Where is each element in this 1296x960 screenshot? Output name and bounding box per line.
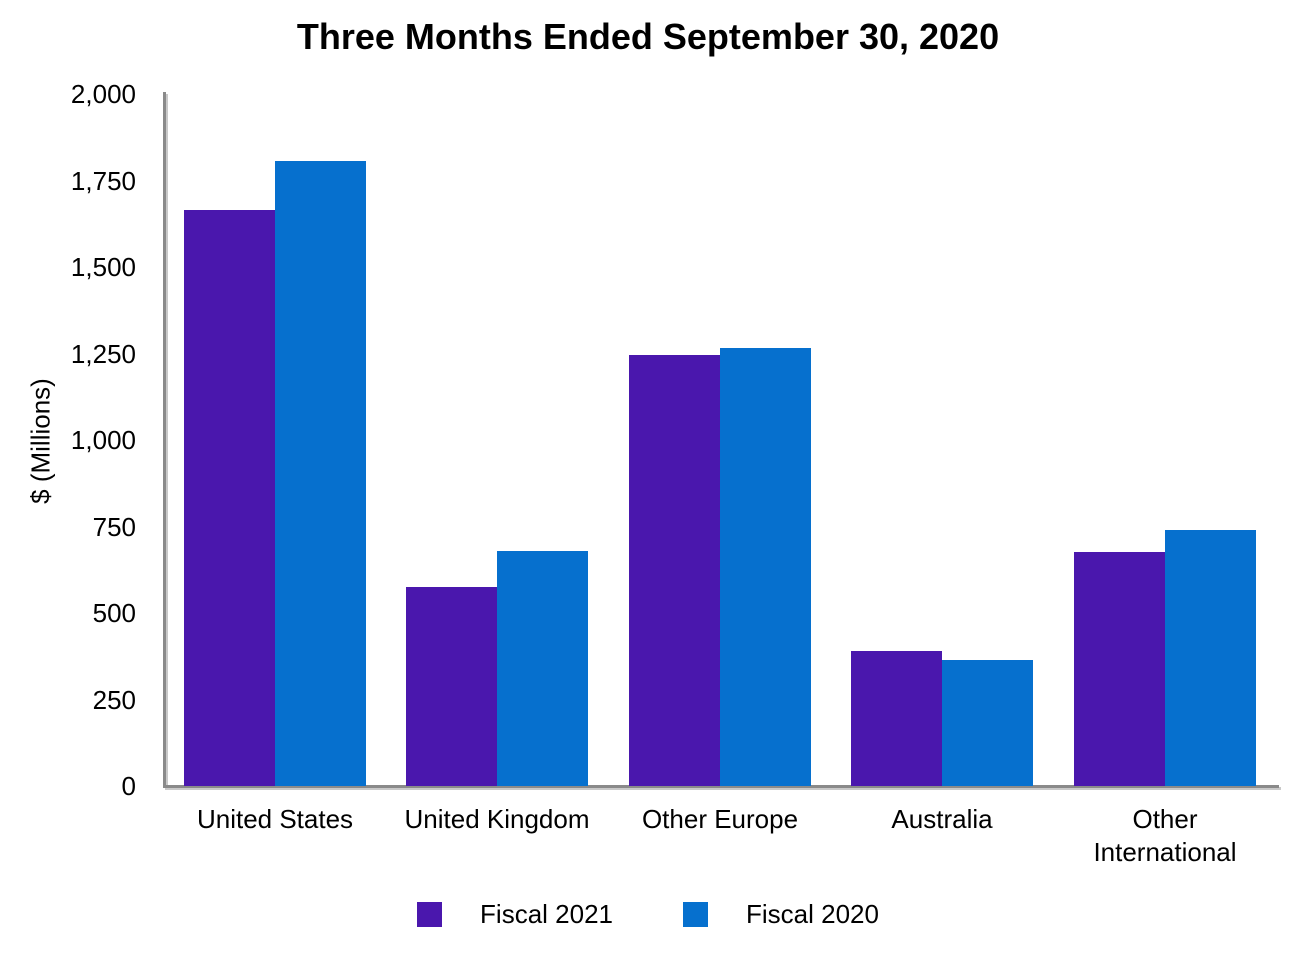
- bar-fiscal-2020-united-states: [275, 161, 366, 786]
- bar-fiscal-2021-united-states: [184, 210, 275, 786]
- y-tick-label-1-000: 1,000: [70, 425, 136, 455]
- bar-fiscal-2020-united-kingdom: [497, 551, 588, 786]
- x-axis-label-united-states: United States: [196, 804, 354, 834]
- x-axis-label-other-europe: Other Europe: [641, 804, 799, 834]
- y-tick-label-1-750: 1,750: [70, 166, 136, 196]
- y-tick-label-1-500: 1,500: [70, 252, 136, 282]
- y-tick-label-500: 500: [92, 598, 136, 628]
- x-axis-label-united-kingdom: United Kingdom: [404, 804, 590, 834]
- x-axis-line: [163, 785, 1279, 788]
- bar-fiscal-2021-other-europe: [629, 355, 720, 786]
- fiscal-2020-legend-label: Fiscal 2020: [746, 899, 879, 929]
- bar-fiscal-2021-other-international: [1074, 552, 1165, 786]
- chart-title: Three Months Ended September 30, 2020: [296, 16, 1000, 57]
- x-axis-label-other-international: Other International: [1093, 804, 1237, 867]
- legend-item-fiscal-2021: Fiscal 2021: [417, 899, 613, 930]
- bar-fiscal-2020-australia: [942, 660, 1033, 786]
- fiscal-2020-legend-swatch: [683, 902, 708, 927]
- y-tick-label-1-250: 1,250: [70, 339, 136, 369]
- y-tick-label-2-000: 2,000: [70, 79, 136, 109]
- y-tick-label-0: 0: [121, 771, 136, 801]
- bar-fiscal-2020-other-europe: [720, 348, 811, 786]
- bar-fiscal-2021-australia: [851, 651, 942, 786]
- bar-fiscal-2020-other-international: [1165, 530, 1256, 786]
- fiscal-2021-legend-label: Fiscal 2021: [480, 899, 613, 929]
- y-axis-line: [163, 92, 166, 788]
- bar-fiscal-2021-united-kingdom: [406, 587, 497, 786]
- fiscal-2021-legend-swatch: [417, 902, 443, 927]
- plot-area: [163, 94, 1279, 786]
- y-tick-label-750: 750: [92, 512, 136, 542]
- legend: Fiscal 2021 Fiscal 2020: [0, 899, 1296, 930]
- x-axis-label-australia: Australia: [891, 804, 993, 834]
- y-tick-label-250: 250: [92, 685, 136, 715]
- legend-item-fiscal-2020: Fiscal 2020: [683, 899, 879, 930]
